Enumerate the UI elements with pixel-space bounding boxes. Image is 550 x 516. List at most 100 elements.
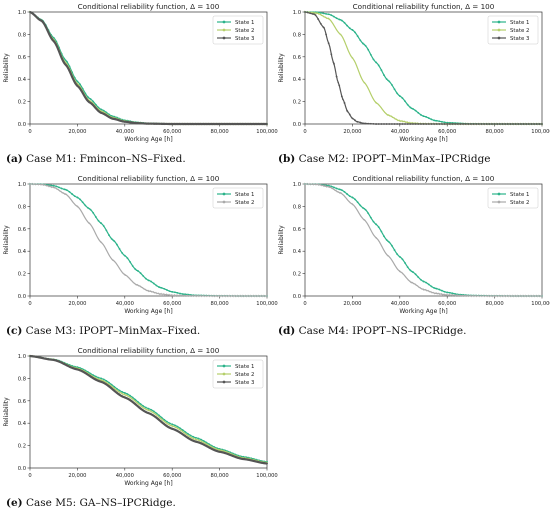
x-tick-label: 80,000 [211, 129, 229, 135]
data-point [309, 182, 312, 186]
data-point [129, 277, 131, 281]
caption-b: (b) Case M2: IPOPT–MinMax–IPCRidge [278, 153, 491, 165]
data-point [364, 82, 367, 86]
data-point [501, 294, 504, 298]
data-point [388, 255, 391, 259]
data-point [372, 123, 375, 125]
data-point [208, 446, 210, 449]
data-point [105, 381, 108, 384]
data-point [335, 187, 338, 190]
data-point [412, 123, 414, 125]
data-point [245, 458, 247, 461]
y-tick-label: 0.2 [293, 100, 301, 106]
data-point [60, 190, 63, 194]
data-point [76, 85, 79, 87]
data-point [385, 239, 388, 241]
data-point [113, 387, 116, 390]
data-point [160, 421, 163, 423]
data-point [65, 189, 68, 192]
data-point [237, 294, 239, 298]
data-point [451, 292, 454, 295]
data-point [362, 217, 364, 221]
data-point [372, 58, 375, 61]
data-point [399, 256, 401, 258]
data-point [234, 123, 237, 125]
caption-a: (a) Case M1: Fmincon–NS–Fixed. [6, 153, 186, 165]
data-point [118, 248, 121, 250]
data-point [210, 447, 213, 450]
data-point [533, 123, 535, 125]
data-point [317, 183, 320, 186]
data-point [147, 290, 150, 292]
data-point [488, 294, 491, 298]
data-point [406, 277, 409, 281]
data-point [372, 97, 375, 101]
data-point [470, 295, 472, 297]
caption-c: (c) Case M3: IPOPT–MinMax–Fixed. [6, 325, 201, 337]
x-tick-label: 0 [28, 301, 31, 307]
data-point [501, 123, 504, 125]
data-point [375, 223, 377, 226]
data-point [155, 416, 158, 419]
data-point [266, 295, 268, 297]
data-point [330, 53, 333, 56]
data-point [187, 294, 189, 298]
data-point [372, 220, 375, 223]
data-point [399, 95, 401, 97]
data-point [485, 294, 488, 298]
data-point [94, 103, 97, 106]
data-point [160, 417, 163, 421]
data-point [385, 253, 388, 256]
data-point [448, 293, 451, 297]
data-point [380, 244, 383, 247]
data-point [58, 188, 60, 192]
caption-d: (d) Case M4: IPOPT–NS–IPCRidge. [278, 325, 467, 337]
data-point [454, 293, 456, 297]
data-point [356, 120, 358, 123]
chart-legend: State 1 State 2 State 3 [212, 359, 264, 389]
data-point [158, 286, 160, 288]
data-point [189, 435, 192, 439]
chart-panel-e: Conditional reliability function, Δ = 10… [0, 344, 278, 509]
x-tick-label: 0 [28, 129, 31, 135]
data-point [247, 458, 250, 461]
data-point [410, 270, 413, 273]
data-point [166, 123, 168, 125]
data-point [144, 411, 147, 413]
data-point [213, 449, 216, 451]
data-point [171, 291, 173, 293]
data-point [200, 439, 203, 443]
data-point [338, 18, 341, 21]
data-point [409, 106, 412, 109]
data-point [327, 17, 330, 20]
data-point [113, 118, 116, 120]
data-point [451, 123, 454, 125]
data-point [179, 123, 182, 125]
data-point [498, 123, 501, 125]
data-point [443, 123, 446, 125]
data-point [325, 33, 327, 36]
data-point [105, 114, 108, 117]
data-point [419, 278, 422, 281]
y-tick-label: 0.4 [18, 77, 27, 83]
data-point [338, 31, 341, 35]
data-point [372, 233, 375, 237]
data-point [155, 413, 158, 417]
data-point [346, 193, 349, 195]
data-point [399, 120, 401, 122]
data-point [168, 426, 171, 429]
data-point [323, 26, 325, 29]
legend-marker [222, 28, 226, 32]
x-axis-label: Working Age [h] [399, 308, 447, 315]
data-point [242, 458, 245, 460]
data-point [456, 294, 459, 297]
data-point [152, 122, 155, 125]
data-point [200, 442, 203, 445]
data-point [409, 269, 412, 272]
chart-panel-a: Conditional reliability function, Δ = 10… [0, 0, 278, 165]
data-point [530, 123, 533, 125]
data-point [493, 295, 496, 297]
data-point [422, 288, 425, 291]
data-point [338, 191, 341, 194]
data-point [173, 291, 176, 294]
